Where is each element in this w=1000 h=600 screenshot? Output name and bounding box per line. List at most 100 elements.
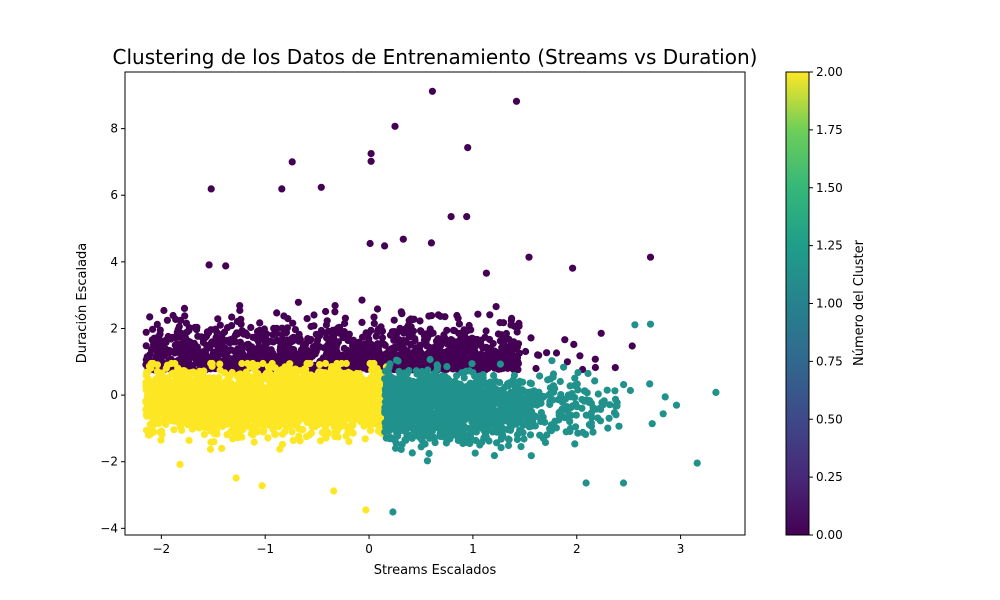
scatter-point <box>486 311 494 319</box>
scatter-point <box>358 318 366 326</box>
scatter-point <box>180 350 188 358</box>
scatter-point <box>410 315 418 323</box>
scatter-point <box>430 349 438 357</box>
scatter-point <box>182 319 190 327</box>
scatter-point <box>258 482 266 490</box>
scatter-point <box>163 407 171 415</box>
scatter-point <box>142 342 150 350</box>
scatter-point <box>226 372 234 381</box>
scatter-point <box>296 336 304 344</box>
scatter-point <box>420 336 428 344</box>
scatter-point <box>233 354 242 362</box>
scatter-point <box>307 322 315 331</box>
scatter-point <box>269 331 277 339</box>
scatter-point <box>561 336 569 344</box>
scatter-point <box>325 400 334 408</box>
scatter-point <box>157 351 165 359</box>
scatter-point <box>200 430 208 438</box>
scatter-point <box>316 343 324 351</box>
scatter-point <box>225 389 233 397</box>
scatter-point <box>269 414 277 422</box>
scatter-point <box>320 414 328 423</box>
scatter-point <box>277 338 285 346</box>
scatter-point <box>260 343 268 351</box>
scatter-point <box>552 349 561 357</box>
scatter-point <box>200 367 208 375</box>
scatter-point <box>576 352 584 360</box>
scatter-point <box>330 487 338 495</box>
scatter-point <box>319 405 327 413</box>
scatter-point <box>237 320 245 328</box>
scatter-point <box>479 344 487 352</box>
scatter-point <box>327 350 335 358</box>
scatter-point <box>362 506 370 514</box>
scatter-point <box>378 334 387 342</box>
scatter-point <box>371 369 379 377</box>
scatter-point <box>142 426 151 434</box>
scatter-point <box>525 253 533 261</box>
scatter-point <box>261 331 269 339</box>
scatter-point <box>372 332 380 340</box>
scatter-point <box>342 388 351 396</box>
scatter-point <box>336 384 344 392</box>
scatter-point <box>185 436 193 444</box>
scatter-point <box>176 316 185 324</box>
scatter-point <box>515 319 523 327</box>
scatter-point <box>295 386 303 394</box>
scatter-point <box>364 330 372 338</box>
scatter-point <box>612 411 620 419</box>
scatter-point <box>255 328 263 336</box>
scatter-point <box>216 343 224 351</box>
scatter-point <box>181 312 189 320</box>
scatter-point <box>458 358 466 367</box>
scatter-point <box>259 359 267 368</box>
scatter-point <box>278 185 286 193</box>
scatter-point <box>310 343 318 351</box>
scatter-point <box>396 324 404 332</box>
scatter-point <box>236 302 244 310</box>
scatter-point <box>453 311 461 320</box>
scatter-point <box>646 253 655 261</box>
scatter-point <box>157 436 165 444</box>
scatter-point <box>241 394 249 402</box>
scatter-point <box>355 380 363 388</box>
scatter-point <box>345 369 353 377</box>
scatter-point <box>308 352 316 360</box>
scatter-point <box>155 395 163 404</box>
scatter-point <box>242 341 250 349</box>
scatter-point <box>276 415 284 423</box>
scatter-point <box>252 419 260 427</box>
scatter-point <box>162 397 170 405</box>
scatter-point <box>349 361 357 369</box>
scatter-point <box>271 430 279 438</box>
scatter-point <box>417 328 425 336</box>
scatter-point <box>216 321 224 329</box>
scatter-point <box>365 335 373 343</box>
scatter-point <box>421 440 429 448</box>
scatter-point <box>398 310 406 318</box>
scatter-point <box>345 424 353 432</box>
scatter-point <box>292 366 300 374</box>
scatter-point <box>427 330 435 338</box>
scatter-point <box>262 369 270 377</box>
scatter-point <box>278 324 286 332</box>
scatter-point <box>421 351 429 359</box>
scatter-point <box>150 385 158 393</box>
scatter-point <box>349 336 357 344</box>
scatter-point <box>243 331 252 340</box>
scatter-point <box>351 397 359 405</box>
scatter-point <box>307 429 315 437</box>
scatter-point <box>336 323 344 331</box>
scatter-point <box>615 422 623 430</box>
scatter-point <box>196 414 205 422</box>
scatter-point <box>241 410 249 418</box>
scatter-point <box>659 410 667 418</box>
scatter-point <box>534 351 542 359</box>
scatter-point <box>180 304 189 312</box>
scatter-point <box>256 319 264 327</box>
scatter-point <box>205 261 213 269</box>
scatter-point <box>463 213 471 221</box>
scatter-point <box>147 359 155 368</box>
scatter-point <box>205 412 213 420</box>
scatter-point <box>498 337 506 345</box>
